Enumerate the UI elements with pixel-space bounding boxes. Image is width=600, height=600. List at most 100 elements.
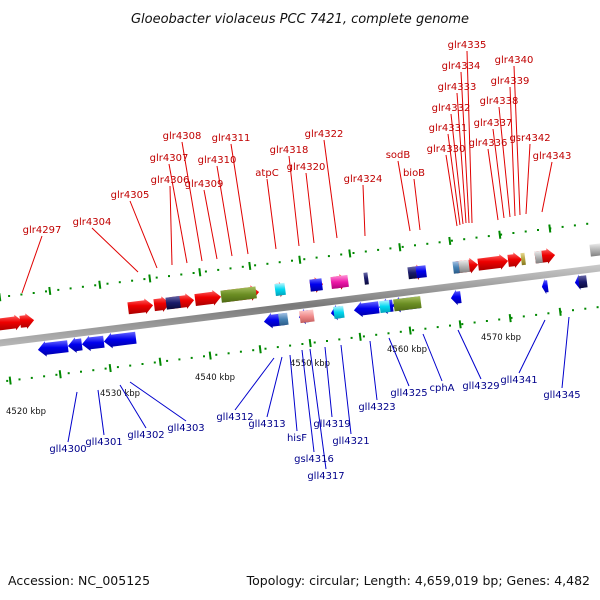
forward-gene bbox=[363, 272, 369, 285]
top-gene-label: glr4337 bbox=[474, 118, 513, 129]
ruler-dot bbox=[94, 284, 97, 287]
ruler-dot bbox=[30, 376, 33, 379]
top-leader-line bbox=[288, 155, 300, 247]
top-leader-line bbox=[487, 148, 499, 221]
ruler-dot bbox=[584, 307, 587, 310]
reverse-gene bbox=[393, 296, 422, 312]
ruler-dot bbox=[69, 287, 72, 290]
top-leader-line bbox=[181, 141, 203, 262]
bottom-gene-label: gll4341 bbox=[500, 375, 537, 386]
ruler-dot bbox=[326, 340, 328, 342]
forward-gene bbox=[589, 243, 600, 257]
ruler-dot bbox=[266, 262, 269, 265]
ruler-dot bbox=[327, 255, 330, 258]
ruler-dot bbox=[241, 265, 244, 268]
bottom-gene-label: gll4317 bbox=[307, 471, 344, 482]
scale-ticks: 4520 kbp 4530 kbp 4540 kbp 4550 kbp 4560 kbp… bbox=[0, 224, 562, 417]
top-leader-line bbox=[169, 185, 173, 266]
ruler-dot bbox=[67, 372, 70, 375]
forward-gene bbox=[520, 252, 526, 266]
top-leader-line bbox=[216, 165, 233, 257]
top-leader-line bbox=[266, 178, 277, 250]
top-gene-label: glr4343 bbox=[533, 151, 572, 162]
top-leader-line bbox=[91, 227, 139, 273]
ruler-dot bbox=[412, 329, 415, 332]
gene-features bbox=[0, 243, 600, 357]
top-gene-label: glr4297 bbox=[23, 225, 62, 236]
ruler-dot bbox=[524, 230, 527, 233]
top-leader-line bbox=[129, 200, 158, 269]
ruler-dot bbox=[32, 292, 35, 294]
scale-tick bbox=[148, 274, 152, 283]
forward-gene bbox=[309, 278, 323, 292]
genome-backbone bbox=[0, 264, 600, 347]
scale-label: 4520 kbp bbox=[6, 407, 46, 417]
top-gene-label: glr4330 bbox=[427, 144, 466, 155]
top-gene-label: glr4304 bbox=[73, 217, 112, 228]
ruler-dot bbox=[80, 370, 82, 373]
top-leader-line bbox=[168, 163, 188, 264]
ruler-dot bbox=[264, 347, 267, 350]
ruler-dot bbox=[168, 275, 170, 278]
forward-gene bbox=[458, 259, 470, 273]
ruler-dot bbox=[81, 285, 84, 288]
ruler-dot bbox=[340, 253, 343, 256]
minor-tick-marks bbox=[6, 222, 599, 382]
top-gene-label: bioB bbox=[403, 168, 425, 179]
ruler-dot bbox=[338, 338, 341, 341]
top-gene-label: glr4336 bbox=[469, 138, 508, 149]
ruler-dot bbox=[153, 361, 156, 364]
top-leader-line bbox=[203, 189, 218, 260]
bottom-gene-label: gll4313 bbox=[248, 419, 285, 430]
forward-gene bbox=[534, 250, 543, 264]
top-leader-line bbox=[323, 139, 338, 239]
ruler-dot bbox=[364, 250, 367, 253]
bottom-gene-label: gll4300 bbox=[49, 444, 86, 455]
ruler-dot bbox=[461, 323, 464, 326]
reverse-gene bbox=[379, 300, 391, 314]
top-leader-line bbox=[362, 184, 366, 237]
bottom-gene-label: gll4345 bbox=[543, 390, 580, 401]
ruler-dot bbox=[215, 353, 218, 356]
scale-tick bbox=[348, 249, 352, 258]
top-gene-label: glr4309 bbox=[185, 179, 224, 190]
bottom-leader-line bbox=[301, 349, 315, 453]
ruler-dot bbox=[254, 264, 257, 267]
map-title: Gloeobacter violaceus PCC 7421, complete… bbox=[131, 12, 469, 27]
top-gene-label: glr4333 bbox=[438, 82, 477, 93]
ruler-dot bbox=[118, 281, 121, 284]
ruler-dot bbox=[45, 290, 47, 293]
top-leader-line bbox=[456, 92, 467, 224]
scale-label: 4530 kbp bbox=[100, 389, 140, 399]
forward-gene bbox=[19, 313, 35, 329]
top-leader-line bbox=[541, 161, 553, 213]
ruler-dot bbox=[229, 267, 232, 270]
ruler-dot bbox=[104, 367, 107, 370]
scale-label: 4540 kbp bbox=[195, 373, 235, 383]
scale-tick bbox=[298, 255, 302, 264]
scale-tick bbox=[248, 261, 252, 271]
top-gene-label: glr4340 bbox=[495, 55, 534, 66]
forward-gene bbox=[220, 286, 257, 303]
bottom-leader-line bbox=[97, 389, 105, 436]
ruler-dot bbox=[522, 315, 525, 318]
bottom-leader-line bbox=[309, 348, 327, 470]
ruler-dot bbox=[436, 326, 439, 329]
forward-gene bbox=[165, 295, 181, 310]
reverse-gene bbox=[333, 305, 345, 319]
ruler-dot bbox=[473, 321, 476, 324]
forward-gene bbox=[507, 252, 523, 268]
ruler-dot bbox=[389, 247, 392, 250]
scale-tick bbox=[198, 268, 202, 277]
ruler-dot bbox=[573, 224, 576, 227]
top-gene-label: glr4334 bbox=[442, 61, 481, 72]
ruler-dot bbox=[315, 256, 318, 259]
reverse-gene bbox=[541, 278, 549, 295]
scale-tick bbox=[548, 224, 552, 233]
top-leader-line bbox=[305, 172, 315, 244]
top-gene-label: glr4322 bbox=[305, 129, 344, 140]
bottom-gene-label: hisF bbox=[287, 433, 307, 444]
forward-gene bbox=[452, 261, 460, 274]
